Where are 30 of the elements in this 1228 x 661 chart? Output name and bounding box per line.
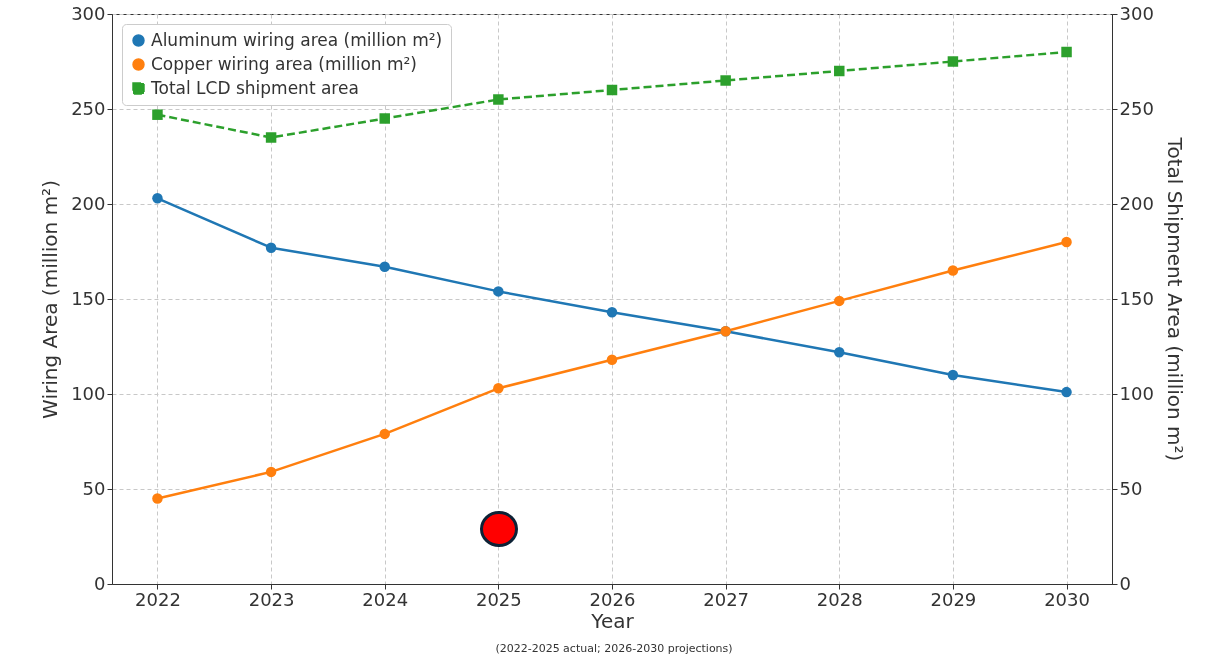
x-tick-label: 2026 (589, 588, 636, 610)
y2-tick-label: 0 (1119, 572, 1131, 594)
y-axis-title: Wiring Area (million m²) (38, 180, 63, 419)
y-tick-label: 300 (71, 2, 106, 24)
x-axis-title: Year (590, 608, 635, 633)
x-tick-label: 2023 (248, 588, 295, 610)
y2-tick-label: 100 (1119, 382, 1154, 404)
legend-label: Aluminum wiring area (million m²) (151, 29, 443, 50)
y-tick-label: 250 (71, 97, 106, 119)
x-tick-label: 2027 (703, 588, 750, 610)
y-tick-label: 100 (71, 382, 106, 404)
x-tick-label: 2024 (362, 588, 409, 610)
y2-tick-label: 200 (1119, 192, 1154, 214)
y2-tick-label: 300 (1119, 2, 1154, 24)
y-tick-label: 150 (71, 287, 106, 309)
y2-tick-label: 50 (1119, 477, 1143, 499)
text: (2022-2025 actual; 2026-2030 projections) (494, 642, 734, 655)
x-tick-label: 2022 (135, 588, 181, 610)
legend-label: Total LCD shipment area (150, 77, 359, 98)
y2-tick-label: 150 (1119, 287, 1154, 309)
y-tick-label: 0 (94, 572, 106, 594)
y2-tick-label: 250 (1119, 97, 1154, 119)
x-tick-label: 2028 (816, 588, 863, 610)
x-tick-label: 2030 (1044, 588, 1090, 610)
legend-label: Copper wiring area (million m²) (151, 53, 417, 74)
x-tick-label: 2025 (475, 588, 522, 610)
y-tick-label: 200 (71, 192, 106, 214)
x-tick-label: 2029 (930, 588, 977, 610)
y2-axis-title: Total Shipment Area (million m²) (1162, 136, 1187, 462)
y-tick-label: 50 (82, 477, 106, 499)
